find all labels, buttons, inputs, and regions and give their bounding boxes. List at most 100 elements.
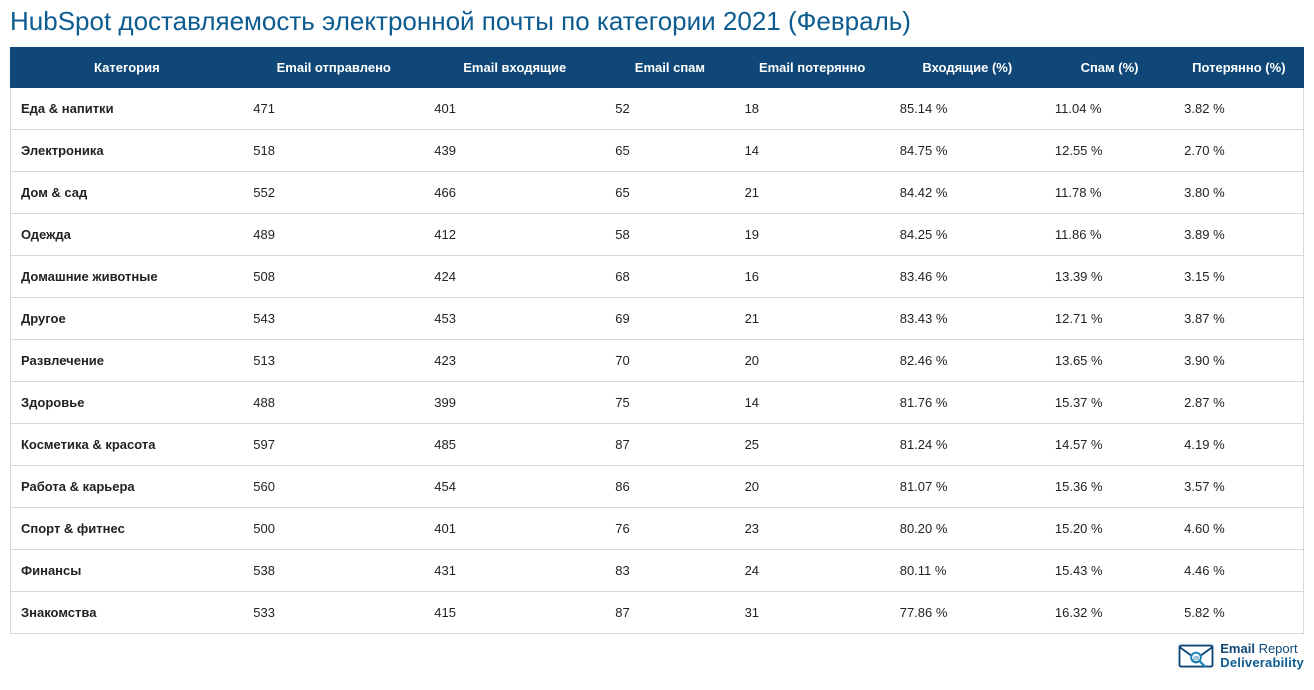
table-header-cell: Потерянно (%) xyxy=(1174,48,1303,88)
value-cell: 3.89 % xyxy=(1174,214,1303,256)
table-header-row: КатегорияEmail отправленоEmail входящиеE… xyxy=(11,48,1304,88)
value-cell: 12.55 % xyxy=(1045,130,1174,172)
value-cell: 76 xyxy=(605,508,734,550)
category-cell: Еда & напитки xyxy=(11,88,244,130)
value-cell: 533 xyxy=(243,592,424,634)
value-cell: 81.24 % xyxy=(890,424,1045,466)
category-cell: Дом & сад xyxy=(11,172,244,214)
value-cell: 401 xyxy=(424,508,605,550)
value-cell: 87 xyxy=(605,424,734,466)
value-cell: 68 xyxy=(605,256,734,298)
value-cell: 3.82 % xyxy=(1174,88,1303,130)
value-cell: 488 xyxy=(243,382,424,424)
table-row: Еда & напитки471401521885.14 %11.04 %3.8… xyxy=(11,88,1304,130)
value-cell: 80.11 % xyxy=(890,550,1045,592)
table-row: Финансы538431832480.11 %15.43 %4.46 % xyxy=(11,550,1304,592)
logo-line2: Deliverability xyxy=(1220,656,1304,670)
value-cell: 423 xyxy=(424,340,605,382)
value-cell: 31 xyxy=(735,592,890,634)
table-row: Другое543453692183.43 %12.71 %3.87 % xyxy=(11,298,1304,340)
table-row: Домашние животные508424681683.46 %13.39 … xyxy=(11,256,1304,298)
envelope-icon: @ xyxy=(1178,642,1214,670)
value-cell: 399 xyxy=(424,382,605,424)
value-cell: 538 xyxy=(243,550,424,592)
value-cell: 87 xyxy=(605,592,734,634)
value-cell: 597 xyxy=(243,424,424,466)
value-cell: 20 xyxy=(735,340,890,382)
value-cell: 18 xyxy=(735,88,890,130)
value-cell: 15.36 % xyxy=(1045,466,1174,508)
value-cell: 2.70 % xyxy=(1174,130,1303,172)
table-body: Еда & напитки471401521885.14 %11.04 %3.8… xyxy=(11,88,1304,634)
table-row: Спорт & фитнес500401762380.20 %15.20 %4.… xyxy=(11,508,1304,550)
value-cell: 15.43 % xyxy=(1045,550,1174,592)
value-cell: 471 xyxy=(243,88,424,130)
table-header-cell: Email отправлено xyxy=(243,48,424,88)
value-cell: 485 xyxy=(424,424,605,466)
value-cell: 4.60 % xyxy=(1174,508,1303,550)
value-cell: 16.32 % xyxy=(1045,592,1174,634)
value-cell: 20 xyxy=(735,466,890,508)
brand-logo: @ Email Report Deliverability xyxy=(10,642,1304,670)
value-cell: 75 xyxy=(605,382,734,424)
category-cell: Одежда xyxy=(11,214,244,256)
category-cell: Здоровье xyxy=(11,382,244,424)
table-row: Электроника518439651484.75 %12.55 %2.70 … xyxy=(11,130,1304,172)
value-cell: 84.42 % xyxy=(890,172,1045,214)
value-cell: 80.20 % xyxy=(890,508,1045,550)
value-cell: 3.80 % xyxy=(1174,172,1303,214)
table-header-cell: Спам (%) xyxy=(1045,48,1174,88)
value-cell: 466 xyxy=(424,172,605,214)
table-header-cell: Email входящие xyxy=(424,48,605,88)
value-cell: 401 xyxy=(424,88,605,130)
deliverability-table: КатегорияEmail отправленоEmail входящиеE… xyxy=(10,47,1304,634)
value-cell: 14 xyxy=(735,382,890,424)
value-cell: 21 xyxy=(735,172,890,214)
value-cell: 70 xyxy=(605,340,734,382)
value-cell: 81.76 % xyxy=(890,382,1045,424)
value-cell: 5.82 % xyxy=(1174,592,1303,634)
value-cell: 83.46 % xyxy=(890,256,1045,298)
value-cell: 16 xyxy=(735,256,890,298)
value-cell: 415 xyxy=(424,592,605,634)
table-row: Здоровье488399751481.76 %15.37 %2.87 % xyxy=(11,382,1304,424)
value-cell: 560 xyxy=(243,466,424,508)
value-cell: 11.04 % xyxy=(1045,88,1174,130)
value-cell: 11.78 % xyxy=(1045,172,1174,214)
value-cell: 453 xyxy=(424,298,605,340)
category-cell: Электроника xyxy=(11,130,244,172)
table-row: Развлечение513423702082.46 %13.65 %3.90 … xyxy=(11,340,1304,382)
category-cell: Косметика & красота xyxy=(11,424,244,466)
table-row: Работа & карьера560454862081.07 %15.36 %… xyxy=(11,466,1304,508)
value-cell: 58 xyxy=(605,214,734,256)
value-cell: 552 xyxy=(243,172,424,214)
category-cell: Домашние животные xyxy=(11,256,244,298)
value-cell: 4.19 % xyxy=(1174,424,1303,466)
value-cell: 84.75 % xyxy=(890,130,1045,172)
value-cell: 13.39 % xyxy=(1045,256,1174,298)
value-cell: 424 xyxy=(424,256,605,298)
value-cell: 412 xyxy=(424,214,605,256)
table-header-cell: Входящие (%) xyxy=(890,48,1045,88)
value-cell: 2.87 % xyxy=(1174,382,1303,424)
value-cell: 3.90 % xyxy=(1174,340,1303,382)
value-cell: 52 xyxy=(605,88,734,130)
category-cell: Другое xyxy=(11,298,244,340)
value-cell: 83 xyxy=(605,550,734,592)
table-header-cell: Email спам xyxy=(605,48,734,88)
table-row: Дом & сад552466652184.42 %11.78 %3.80 % xyxy=(11,172,1304,214)
value-cell: 21 xyxy=(735,298,890,340)
value-cell: 513 xyxy=(243,340,424,382)
value-cell: 82.46 % xyxy=(890,340,1045,382)
value-cell: 85.14 % xyxy=(890,88,1045,130)
category-cell: Развлечение xyxy=(11,340,244,382)
value-cell: 13.65 % xyxy=(1045,340,1174,382)
value-cell: 83.43 % xyxy=(890,298,1045,340)
value-cell: 508 xyxy=(243,256,424,298)
table-header-cell: Категория xyxy=(11,48,244,88)
value-cell: 518 xyxy=(243,130,424,172)
value-cell: 500 xyxy=(243,508,424,550)
value-cell: 431 xyxy=(424,550,605,592)
value-cell: 69 xyxy=(605,298,734,340)
brand-text: Email Report Deliverability xyxy=(1220,642,1304,669)
